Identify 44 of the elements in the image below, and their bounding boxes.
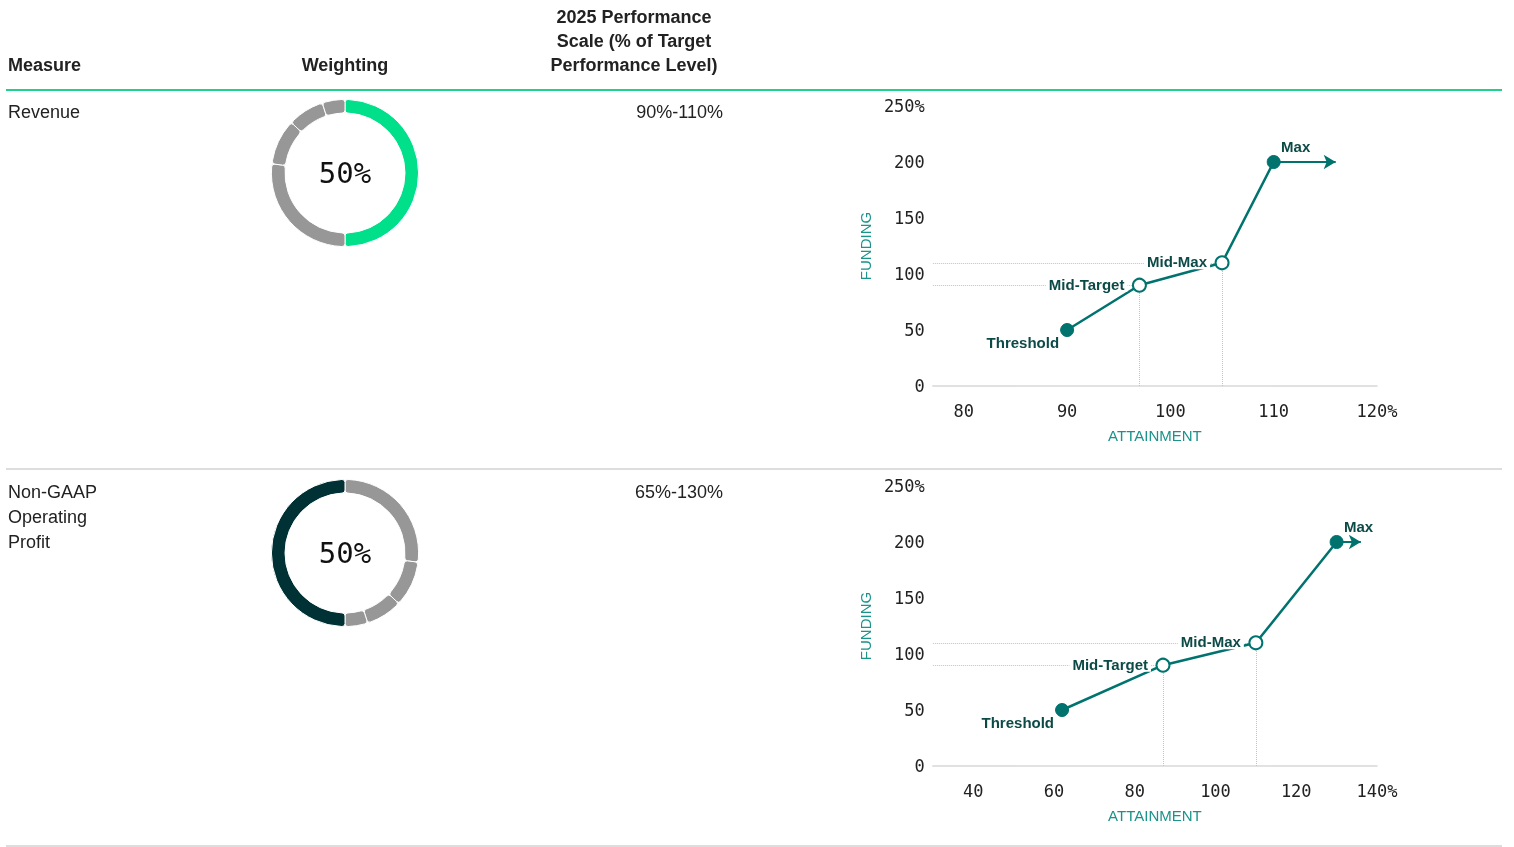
y-tick-label: 200 [894,532,925,552]
x-tick-label: 60 [1043,780,1065,801]
x-tick-label: 40 [962,780,984,801]
annotation: Max [1281,137,1311,155]
x-axis-title: ATTAINMENT [1108,427,1202,444]
text: 90%-110% [635,101,723,124]
data-label: 50% [318,156,372,190]
text: 2025 Performance Scale (% of Target Performance Level) [549,6,719,77]
y-tick-label: 200 [894,152,925,172]
text: Non-GAAP Operating Profit [8,481,98,554]
y-tick-label: 0 [914,756,925,776]
y-tick-label: 50 [904,320,925,340]
text: Weighting [300,54,390,77]
annotation: Mid-Target [1072,655,1148,673]
annotation: Threshold [986,333,1060,351]
annotation: Mid-Target [1048,275,1125,293]
text: Measure [8,54,82,77]
x-tick-label: 110 [1258,400,1290,421]
y-tick-label: 150 [894,588,925,608]
y-tick-label: 250% [883,476,925,496]
annotation: Mid-Max [1147,253,1208,271]
x-axis-title: ATTAINMENT [1108,807,1202,824]
data-label: 50% [318,536,372,570]
x-tick-label: 120 [1280,780,1312,801]
y-tick-label: 100 [894,264,925,284]
y-axis-title: FUNDING [857,591,874,661]
text: Revenue [8,101,82,124]
x-tick-label: 140% [1356,780,1398,801]
y-tick-label: 150 [894,208,925,228]
x-tick-label: 80 [953,400,975,421]
x-tick-label: 100 [1155,400,1186,421]
annotation: Threshold [981,713,1055,731]
y-tick-label: 100 [894,644,925,664]
annotation: Max [1344,517,1374,535]
y-tick-label: 250% [883,96,925,116]
x-tick-label: 120% [1356,400,1398,421]
text: 65%-130% [633,481,723,504]
y-tick-label: 0 [914,376,925,396]
annotation: Mid-Max [1180,633,1242,651]
x-tick-label: 90 [1056,400,1078,421]
x-tick-label: 100 [1200,780,1231,801]
y-tick-label: 50 [904,700,925,720]
y-axis-title: FUNDING [857,211,874,281]
x-tick-label: 80 [1124,780,1145,801]
